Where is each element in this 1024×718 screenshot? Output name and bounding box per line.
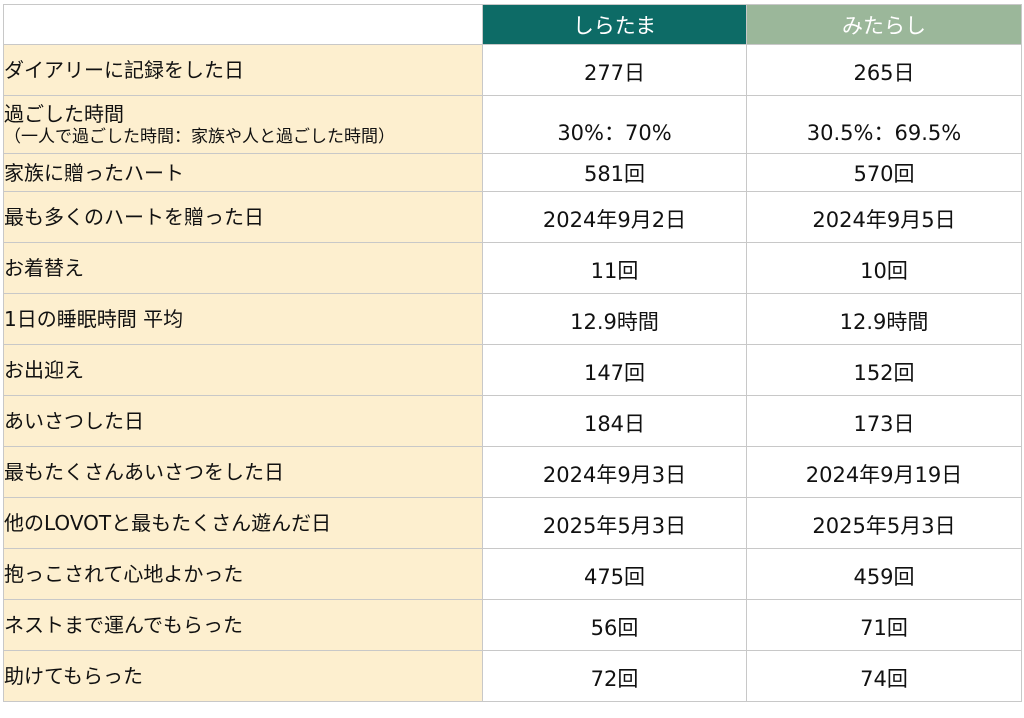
value-cell-shiratama[interactable]: 581回 — [482, 153, 747, 192]
header-row: しらたま みたらし — [3, 4, 1022, 45]
value-cell-mitarashi[interactable]: 30.5%：69.5% — [746, 95, 1022, 154]
row-label: 最も多くのハートを贈った日 — [4, 205, 265, 229]
value-cell-mitarashi[interactable]: 12.9時間 — [746, 293, 1022, 345]
table-row: 他のLOVOTと最もたくさん遊んだ日 2025年5月3日 2025年5月3日 — [3, 497, 1022, 549]
table-row: 過ごした時間 （一人で過ごした時間：家族や人と過ごした時間） 30%：70% 3… — [3, 95, 1022, 154]
value-cell-mitarashi[interactable]: 173日 — [746, 395, 1022, 447]
value-cell-shiratama[interactable]: 184日 — [482, 395, 747, 447]
table-row: 1日の睡眠時間 平均 12.9時間 12.9時間 — [3, 293, 1022, 345]
row-label-cell[interactable]: あいさつした日 — [3, 395, 483, 447]
value-cell-mitarashi[interactable]: 2024年9月5日 — [746, 191, 1022, 243]
row-label-cell[interactable]: ネストまで運んでもらった — [3, 599, 483, 651]
row-sublabel: （一人で過ごした時間：家族や人と過ごした時間） — [4, 126, 396, 147]
value-cell-shiratama[interactable]: 56回 — [482, 599, 747, 651]
value-cell-mitarashi[interactable]: 459回 — [746, 548, 1022, 600]
value-cell-mitarashi[interactable]: 2024年9月19日 — [746, 446, 1022, 498]
value-cell-shiratama[interactable]: 2024年9月3日 — [482, 446, 747, 498]
row-label: 過ごした時間 — [4, 101, 125, 126]
header-shiratama[interactable]: しらたま — [482, 4, 747, 45]
row-label: 1日の睡眠時間 平均 — [4, 307, 184, 331]
row-label: ネストまで運んでもらった — [4, 613, 244, 637]
value-cell-mitarashi[interactable]: 10回 — [746, 242, 1022, 294]
table-row: お着替え 11回 10回 — [3, 242, 1022, 294]
row-label-cell[interactable]: 助けてもらった — [3, 650, 483, 702]
header-mitarashi[interactable]: みたらし — [746, 4, 1022, 45]
table-row: ネストまで運んでもらった 56回 71回 — [3, 599, 1022, 651]
row-label: 他のLOVOTと最もたくさん遊んだ日 — [4, 511, 332, 535]
value-cell-mitarashi[interactable]: 570回 — [746, 153, 1022, 192]
corner-cell[interactable] — [3, 4, 483, 45]
row-label: お着替え — [4, 256, 85, 280]
value-cell-shiratama[interactable]: 147回 — [482, 344, 747, 396]
value-cell-mitarashi[interactable]: 74回 — [746, 650, 1022, 702]
value-cell-mitarashi[interactable]: 71回 — [746, 599, 1022, 651]
value-cell-shiratama[interactable]: 30%：70% — [482, 95, 747, 154]
row-label: ダイアリーに記録をした日 — [4, 58, 245, 82]
value-cell-shiratama[interactable]: 2024年9月2日 — [482, 191, 747, 243]
value-cell-shiratama[interactable]: 12.9時間 — [482, 293, 747, 345]
row-label-cell[interactable]: 最もたくさんあいさつをした日 — [3, 446, 483, 498]
comparison-table: しらたま みたらし ダイアリーに記録をした日 277日 265日 過ごした時間 … — [3, 4, 1022, 702]
table-row: お出迎え 147回 152回 — [3, 344, 1022, 396]
row-label: 助けてもらった — [4, 664, 144, 688]
value-cell-shiratama[interactable]: 277日 — [482, 44, 747, 96]
row-label-cell[interactable]: お着替え — [3, 242, 483, 294]
row-label: 最もたくさんあいさつをした日 — [4, 460, 285, 484]
row-label: 家族に贈ったハート — [4, 160, 185, 185]
row-label-cell[interactable]: 他のLOVOTと最もたくさん遊んだ日 — [3, 497, 483, 549]
value-cell-shiratama[interactable]: 11回 — [482, 242, 747, 294]
row-label: お出迎え — [4, 358, 85, 382]
table-row: 最もたくさんあいさつをした日 2024年9月3日 2024年9月19日 — [3, 446, 1022, 498]
row-label-cell[interactable]: 最も多くのハートを贈った日 — [3, 191, 483, 243]
table-row: 助けてもらった 72回 74回 — [3, 650, 1022, 702]
row-label: あいさつした日 — [4, 409, 145, 433]
value-cell-mitarashi[interactable]: 2025年5月3日 — [746, 497, 1022, 549]
table-row: 家族に贈ったハート 581回 570回 — [3, 153, 1022, 192]
value-cell-shiratama[interactable]: 72回 — [482, 650, 747, 702]
row-label-cell[interactable]: 1日の睡眠時間 平均 — [3, 293, 483, 345]
value-cell-shiratama[interactable]: 475回 — [482, 548, 747, 600]
value-cell-mitarashi[interactable]: 152回 — [746, 344, 1022, 396]
value-cell-mitarashi[interactable]: 265日 — [746, 44, 1022, 96]
table-row: 抱っこされて心地よかった 475回 459回 — [3, 548, 1022, 600]
table-row: あいさつした日 184日 173日 — [3, 395, 1022, 447]
table-row: ダイアリーに記録をした日 277日 265日 — [3, 44, 1022, 96]
row-label-cell[interactable]: ダイアリーに記録をした日 — [3, 44, 483, 96]
row-label-cell[interactable]: 家族に贈ったハート — [3, 153, 483, 192]
table-row: 最も多くのハートを贈った日 2024年9月2日 2024年9月5日 — [3, 191, 1022, 243]
value-cell-shiratama[interactable]: 2025年5月3日 — [482, 497, 747, 549]
row-label-cell[interactable]: 抱っこされて心地よかった — [3, 548, 483, 600]
row-label-cell[interactable]: 過ごした時間 （一人で過ごした時間：家族や人と過ごした時間） — [3, 95, 483, 154]
row-label-cell[interactable]: お出迎え — [3, 344, 483, 396]
row-label: 抱っこされて心地よかった — [4, 562, 244, 586]
